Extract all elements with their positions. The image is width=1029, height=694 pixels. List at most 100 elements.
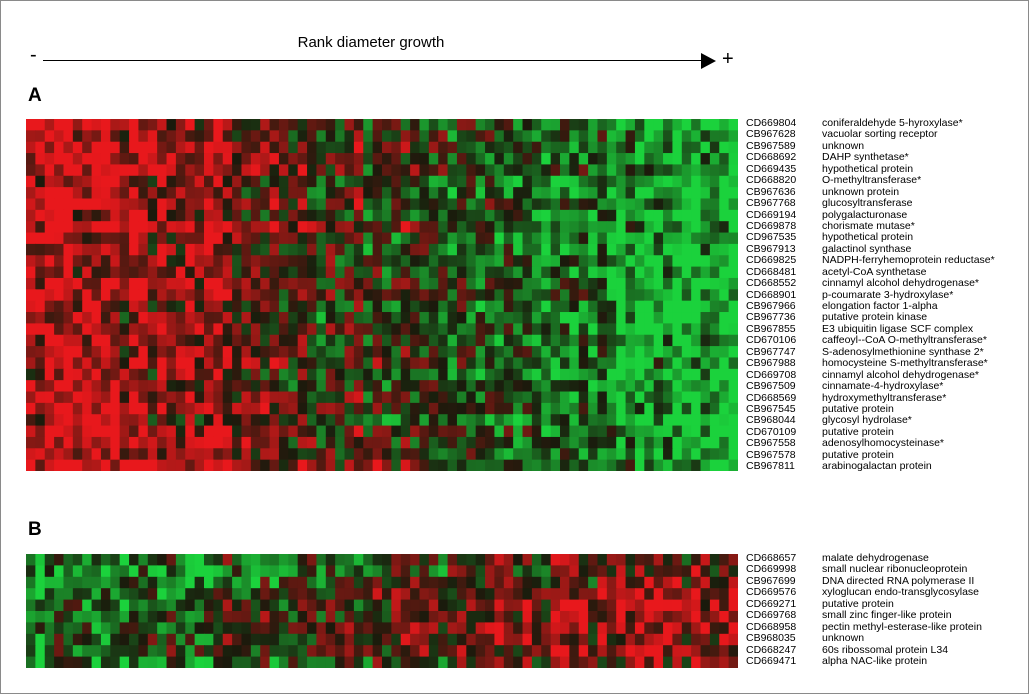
heatmap-cell (466, 243, 477, 256)
heatmap-cell (54, 346, 65, 359)
heatmap-cell (475, 119, 486, 131)
heatmap-cell (691, 554, 702, 566)
heatmap-cell (72, 232, 83, 245)
heatmap-cell (719, 380, 730, 393)
heatmap-cell (410, 459, 421, 471)
heatmap-cell (194, 312, 205, 324)
heatmap-cell (110, 656, 121, 668)
heatmap-cell (35, 130, 46, 143)
heatmap-cell (588, 187, 599, 200)
heatmap-cell (185, 153, 196, 166)
heatmap-cell (54, 141, 65, 154)
heatmap-cell (316, 554, 327, 566)
heatmap-cell (269, 198, 280, 211)
heatmap-cell (35, 368, 46, 381)
heatmap-cell (700, 459, 711, 471)
heatmap-cell (410, 645, 421, 658)
heatmap-cell (166, 402, 177, 415)
heatmap-cell (550, 187, 561, 200)
heatmap-cell (44, 243, 55, 256)
heatmap-cell (288, 645, 299, 658)
heatmap-cell (560, 656, 570, 668)
heatmap-cell (391, 198, 402, 211)
heatmap-cell (232, 611, 243, 623)
gene-row: CD668247 60s ribossomal protein L34 (746, 644, 982, 656)
heatmap-cell (175, 425, 186, 438)
heatmap-cell (260, 611, 271, 623)
heatmap-cell (297, 656, 308, 668)
heatmap-cell (278, 141, 289, 154)
heatmap-cell (222, 334, 233, 347)
heatmap-cell (513, 402, 524, 415)
heatmap-cell (522, 175, 533, 188)
heatmap-cell (709, 633, 720, 646)
heatmap-cell (672, 588, 683, 601)
heatmap-cell (241, 141, 252, 154)
heatmap-cell (728, 198, 738, 211)
heatmap-cell (531, 277, 542, 290)
heatmap-cell (606, 300, 617, 313)
heatmap-cell (653, 209, 664, 222)
heatmap-cell (653, 656, 664, 668)
heatmap-cell (531, 187, 542, 200)
heatmap-cell (410, 141, 421, 154)
heatmap-cell (513, 277, 524, 290)
heatmap-cell (681, 289, 692, 302)
heatmap-cell (438, 266, 449, 279)
heatmap-cell (138, 221, 149, 234)
heatmap-cell (344, 164, 355, 177)
heatmap-cell (147, 391, 158, 404)
heatmap-cell (100, 312, 111, 324)
heatmap-cell (569, 599, 580, 612)
heatmap-cell (634, 232, 645, 245)
heatmap-cell (91, 277, 102, 290)
heatmap-cell (597, 448, 608, 461)
heatmap-cell (26, 198, 36, 211)
heatmap-cell (54, 391, 65, 404)
heatmap-cell (250, 187, 261, 200)
heatmap-cell (250, 554, 261, 566)
heatmap-cell (175, 554, 186, 566)
heatmap-cell (728, 255, 738, 268)
heatmap-cell (531, 622, 542, 635)
heatmap-cell (241, 266, 252, 279)
heatmap-cell (466, 198, 477, 211)
heatmap-cell (344, 119, 355, 131)
heatmap-cell (503, 391, 514, 404)
gene-description: putative protein (822, 402, 894, 415)
heatmap-cell (166, 187, 177, 200)
heatmap-cell (344, 175, 355, 188)
heatmap-cell (709, 187, 720, 200)
heatmap-cell (428, 380, 439, 393)
heatmap-cell (316, 323, 327, 336)
heatmap-cell (606, 656, 617, 668)
heatmap-cell (588, 380, 599, 393)
heatmap-cell (560, 402, 570, 415)
heatmap-cell (63, 656, 74, 668)
heatmap-cell (644, 576, 655, 589)
heatmap-cell (541, 599, 552, 612)
heatmap-cell (157, 588, 168, 601)
heatmap-cell (588, 221, 599, 234)
heatmap-cell (44, 357, 55, 370)
heatmap-cell (438, 164, 449, 177)
heatmap-cell (419, 198, 430, 211)
heatmap-cell (719, 300, 730, 313)
heatmap-cell (232, 622, 243, 635)
heatmap-cell (119, 576, 130, 589)
gene-id: CD669271 (746, 597, 797, 610)
heatmap-cell (644, 164, 655, 177)
heatmap-cell (419, 633, 430, 646)
heatmap-cell (344, 289, 355, 302)
heatmap-cell (672, 312, 683, 324)
heatmap-cell (728, 221, 738, 234)
heatmap-cell (522, 622, 533, 635)
heatmap-cell (625, 277, 636, 290)
heatmap-cell (456, 277, 467, 290)
gene-row: CD668958 pectin methyl-esterase-like prot… (746, 621, 982, 633)
heatmap-cell (44, 300, 55, 313)
heatmap-cell (691, 459, 702, 471)
heatmap-cell (560, 130, 570, 143)
heatmap-cell (119, 232, 130, 245)
heatmap-cell (166, 414, 177, 427)
